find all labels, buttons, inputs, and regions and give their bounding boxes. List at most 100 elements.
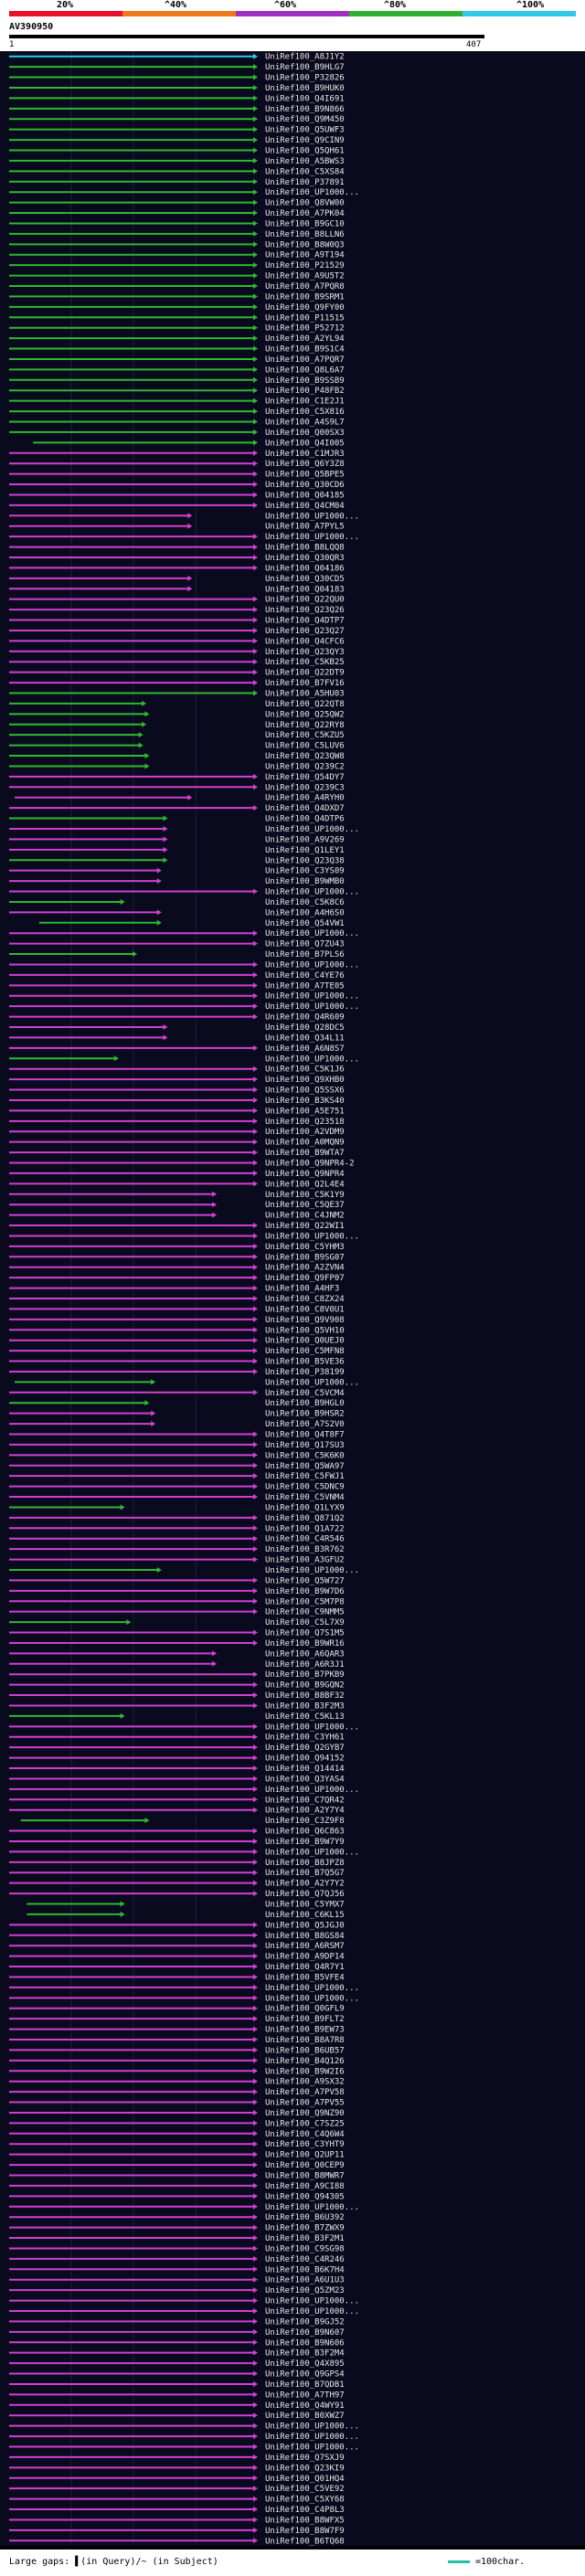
hit-row[interactable]: UniRef100_B7PLS6 <box>9 950 345 959</box>
hit-row[interactable]: UniRef100_Q4CM04 <box>9 502 345 511</box>
hit-label[interactable]: UniRef100_Q4DTP7 <box>265 617 345 626</box>
hit-row[interactable]: UniRef100_A2Y7Y2 <box>9 1880 345 1889</box>
hit-row[interactable]: UniRef100_B8MWR7 <box>9 2171 345 2180</box>
hit-row[interactable]: UniRef100_B9WR16 <box>9 1639 345 1648</box>
hit-label[interactable]: UniRef100_C5K8C6 <box>265 898 345 907</box>
hit-row[interactable]: UniRef100_C7SZ25 <box>9 2119 345 2128</box>
hit-row[interactable]: UniRef100_A2YL94 <box>9 334 345 344</box>
hit-label[interactable]: UniRef100_Q5SSX6 <box>265 1087 345 1096</box>
hit-label[interactable]: UniRef100_P37891 <box>265 178 345 187</box>
hit-row[interactable]: UniRef100_Q0CEP9 <box>9 2161 345 2170</box>
hit-label[interactable]: UniRef100_Q04186 <box>265 564 345 573</box>
hit-label[interactable]: UniRef100_C4Q6W4 <box>265 2130 345 2139</box>
hit-row[interactable]: UniRef100_C5MFN8 <box>9 1347 345 1356</box>
hit-row[interactable]: UniRef100_B5VFE4 <box>9 1973 345 1982</box>
hit-label[interactable]: UniRef100_A9V269 <box>265 835 345 844</box>
hit-row[interactable]: UniRef100_Q8VW00 <box>9 199 345 208</box>
hit-row[interactable]: UniRef100_Q23QY3 <box>9 648 345 657</box>
hit-label[interactable]: UniRef100_Q54DY7 <box>265 773 345 782</box>
hit-row[interactable]: UniRef100_C1E2J1 <box>9 398 345 407</box>
hit-label[interactable]: UniRef100_UP1000... <box>265 960 359 970</box>
hit-label[interactable]: UniRef100_Q9FP07 <box>265 1274 345 1283</box>
hit-row[interactable]: UniRef100_UP1000... <box>9 2203 359 2212</box>
hit-row[interactable]: UniRef100_Q9FY00 <box>9 303 345 313</box>
hit-row[interactable]: UniRef100_UP1000... <box>9 1723 359 1732</box>
hit-row[interactable]: UniRef100_A9V269 <box>9 835 345 844</box>
hit-label[interactable]: UniRef100_B7FV16 <box>265 679 345 688</box>
hit-row[interactable]: UniRef100_UP1000... <box>9 1786 359 1795</box>
hit-row[interactable]: UniRef100_Q4DXD7 <box>9 804 345 813</box>
hit-label[interactable]: UniRef100_UP1000... <box>265 2203 359 2212</box>
hit-row[interactable]: UniRef100_C5VE92 <box>9 2485 345 2494</box>
hit-row[interactable]: UniRef100_B7Q5G7 <box>9 1869 345 1878</box>
hit-label[interactable]: UniRef100_C3YH61 <box>265 1733 345 1743</box>
hit-label[interactable]: UniRef100_B3F2M1 <box>265 2234 345 2243</box>
hit-label[interactable]: UniRef100_C9NMM5 <box>265 1608 345 1617</box>
hit-row[interactable]: UniRef100_B9W7D6 <box>9 1587 345 1596</box>
hit-label[interactable]: UniRef100_A7PK04 <box>265 209 345 218</box>
hit-label[interactable]: UniRef100_Q00SX3 <box>265 429 345 438</box>
hit-label[interactable]: UniRef100_UP1000... <box>265 1723 359 1732</box>
hit-label[interactable]: UniRef100_Q3YAS4 <box>265 1775 345 1784</box>
hit-row[interactable]: UniRef100_Q1A722 <box>9 1524 345 1533</box>
hit-label[interactable]: UniRef100_A7PV55 <box>265 2099 345 2108</box>
hit-label[interactable]: UniRef100_A6RSM7 <box>265 1942 345 1951</box>
hit-row[interactable]: UniRef100_P52712 <box>9 324 345 334</box>
hit-label[interactable]: UniRef100_A7S2V0 <box>265 1420 345 1429</box>
hit-label[interactable]: UniRef100_C5YHM3 <box>265 1243 345 1252</box>
hit-row[interactable]: UniRef100_A7TE05 <box>9 981 345 991</box>
hit-label[interactable]: UniRef100_Q5ZM23 <box>265 2286 345 2295</box>
hit-row[interactable]: UniRef100_C5VNM4 <box>9 1493 345 1502</box>
hit-label[interactable]: UniRef100_Q4I005 <box>265 439 345 448</box>
hit-row[interactable]: UniRef100_B6K7H4 <box>9 2265 345 2274</box>
hit-row[interactable]: UniRef100_Q4T8F7 <box>9 1430 345 1439</box>
hit-label[interactable]: UniRef100_B9EW73 <box>265 2026 345 2035</box>
hit-label[interactable]: UniRef100_A6U1U3 <box>265 2276 345 2285</box>
hit-label[interactable]: UniRef100_B8BF32 <box>265 1691 345 1701</box>
hit-row[interactable]: UniRef100_C9SG98 <box>9 2244 345 2253</box>
hit-row[interactable]: UniRef100_C5XY68 <box>9 2496 345 2505</box>
hit-label[interactable]: UniRef100_A7PV58 <box>265 2088 345 2097</box>
hit-row[interactable]: UniRef100_Q239C2 <box>9 762 345 771</box>
hit-label[interactable]: UniRef100_Q5JGJ0 <box>265 1921 345 1930</box>
hit-row[interactable]: UniRef100_Q4DTP7 <box>9 617 345 626</box>
hit-label[interactable]: UniRef100_C5K1Y9 <box>265 1191 345 1200</box>
hit-label[interactable]: UniRef100_B5VFE4 <box>265 1973 345 1982</box>
hit-label[interactable]: UniRef100_Q23Q26 <box>265 606 345 615</box>
hit-row[interactable]: UniRef100_UP1000... <box>9 2307 359 2316</box>
hit-label[interactable]: UniRef100_Q9NPR4-2 <box>265 1160 355 1169</box>
hit-row[interactable]: UniRef100_Q04183 <box>9 585 345 594</box>
hit-label[interactable]: UniRef100_P38199 <box>265 1368 345 1377</box>
hit-label[interactable]: UniRef100_C8V0U1 <box>265 1305 345 1314</box>
hit-row[interactable]: UniRef100_B3F2M1 <box>9 2234 345 2243</box>
hit-label[interactable]: UniRef100_Q9XHB0 <box>265 1076 345 1085</box>
hit-row[interactable]: UniRef100_B9GQN2 <box>9 1681 345 1691</box>
hit-row[interactable]: UniRef100_UP1000... <box>15 1378 359 1387</box>
hit-label[interactable]: UniRef100_B3KS40 <box>265 1097 345 1106</box>
hit-row[interactable]: UniRef100_Q7SXJ9 <box>9 2454 345 2463</box>
hit-label[interactable]: UniRef100_A4RYH0 <box>265 794 345 803</box>
hit-label[interactable]: UniRef100_Q17SU3 <box>265 1441 345 1450</box>
hit-label[interactable]: UniRef100_UP1000... <box>265 1055 359 1064</box>
hit-label[interactable]: UniRef100_Q14414 <box>265 1765 345 1774</box>
hit-label[interactable]: UniRef100_Q7S1M5 <box>265 1629 345 1638</box>
hit-label[interactable]: UniRef100_C4R546 <box>265 1535 345 1544</box>
hit-row[interactable]: UniRef100_C4P8L3 <box>9 2506 345 2515</box>
hit-row[interactable]: UniRef100_Q871Q2 <box>9 1514 345 1523</box>
hit-label[interactable]: UniRef100_A3GFU2 <box>265 1556 345 1565</box>
hit-row[interactable]: UniRef100_C5K1J6 <box>9 1065 345 1075</box>
hit-label[interactable]: UniRef100_Q2L4E4 <box>265 1180 345 1189</box>
hit-row[interactable]: UniRef100_B9SSB9 <box>9 376 345 386</box>
hit-label[interactable]: UniRef100_UP1000... <box>265 1984 359 1993</box>
hit-row[interactable]: UniRef100_P32826 <box>9 74 345 83</box>
hit-row[interactable]: UniRef100_C4R246 <box>9 2255 345 2264</box>
hit-row[interactable]: UniRef100_A4RYH0 <box>15 794 345 803</box>
hit-label[interactable]: UniRef100_UP1000... <box>265 888 359 897</box>
hit-label[interactable]: UniRef100_Q94305 <box>265 2192 345 2201</box>
hit-row[interactable]: UniRef100_B8A7R8 <box>9 2036 345 2045</box>
hit-label[interactable]: UniRef100_Q4T8F7 <box>265 1430 345 1439</box>
hit-row[interactable]: UniRef100_C7QR42 <box>9 1796 345 1805</box>
hit-label[interactable]: UniRef100_Q4WY91 <box>265 2401 345 2411</box>
hit-label[interactable]: UniRef100_A4S9L7 <box>265 419 345 428</box>
hit-row[interactable]: UniRef100_Q17SU3 <box>9 1441 345 1450</box>
